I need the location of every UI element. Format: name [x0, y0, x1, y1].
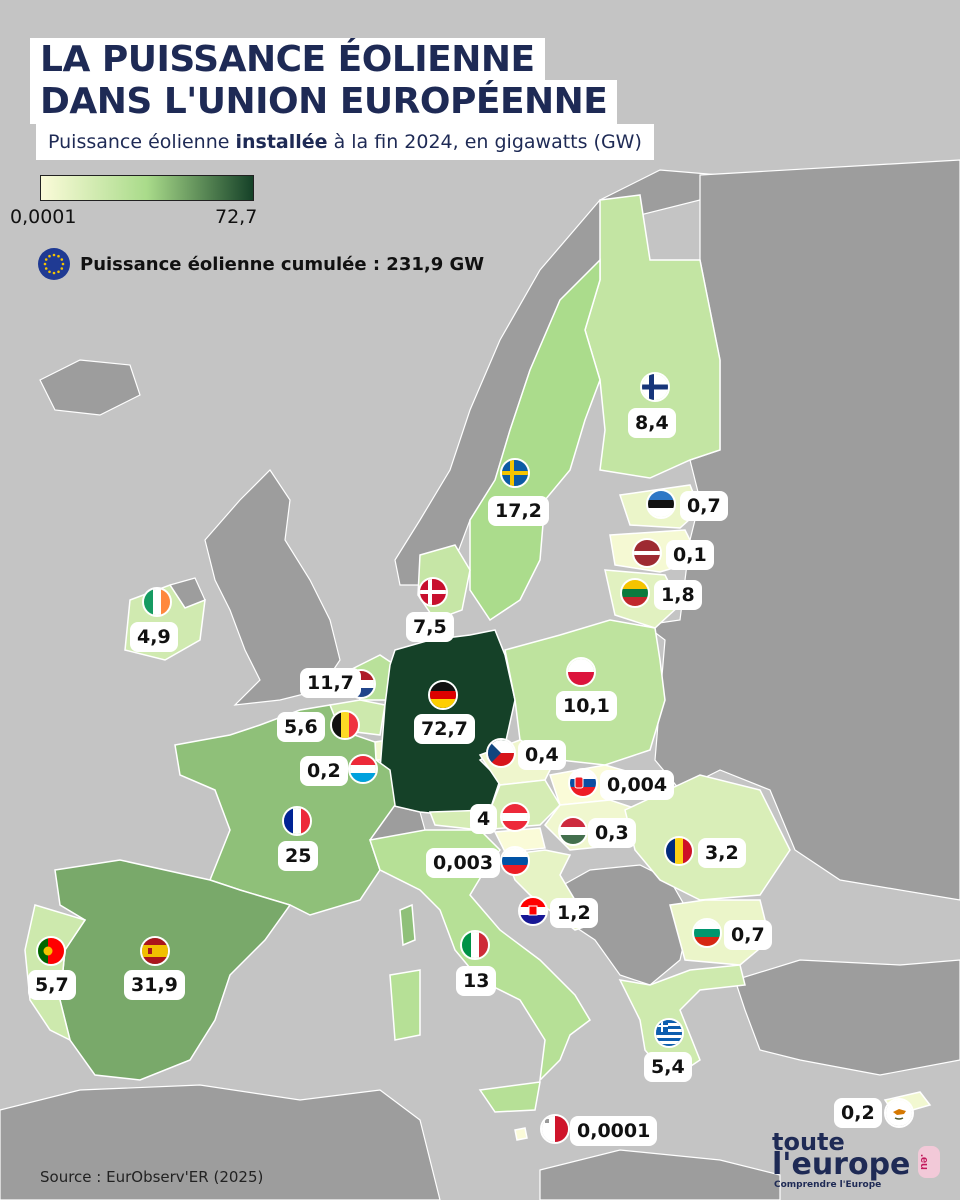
- lithuania-flag-icon: [620, 578, 650, 608]
- sweden-flag-icon: [500, 458, 530, 488]
- belgium-flag-icon: [330, 710, 360, 740]
- sweden-value-label: 17,2: [488, 496, 549, 526]
- eu-flag-icon: [38, 248, 70, 280]
- croatia-flag-icon: [518, 896, 548, 926]
- subtitle-after: à la fin 2024, en gigawatts (GW): [327, 131, 642, 153]
- turkey-shape: [734, 959, 960, 1076]
- france-value-label: 25: [278, 841, 319, 871]
- logo-line-1: toute: [772, 1128, 845, 1156]
- czechia-value-label: 0,4: [518, 740, 566, 770]
- subtitle-before: Puissance éolienne: [48, 131, 236, 153]
- legend-min-label: 0,0001: [10, 206, 77, 228]
- italy-value-label: 13: [456, 966, 497, 996]
- latvia-value-label: 0,1: [666, 540, 714, 570]
- greece-value-label: 5,4: [644, 1052, 692, 1082]
- cumulative-total: Puissance éolienne cumulée : 231,9 GW: [38, 248, 484, 280]
- logo-eu-badge: .eu: [918, 1146, 940, 1178]
- corsica-shape: [399, 903, 416, 947]
- austria-flag-icon: [500, 802, 530, 832]
- logo-tagline: Comprendre l'Europe: [774, 1180, 882, 1190]
- estonia-value-label: 0,7: [680, 491, 728, 521]
- finland-flag-icon: [640, 372, 670, 402]
- portugal-flag-icon: [36, 936, 66, 966]
- libya-shape: [539, 1149, 781, 1200]
- cyprus-flag-icon: [884, 1098, 914, 1128]
- spain-flag-icon: [140, 936, 170, 966]
- czechia-flag-icon: [486, 738, 516, 768]
- portugal-value-label: 5,7: [28, 970, 76, 1000]
- denmark-flag-icon: [418, 577, 448, 607]
- luxembourg-value-label: 0,2: [300, 756, 348, 786]
- finland-value-label: 8,4: [628, 408, 676, 438]
- luxembourg-flag-icon: [348, 754, 378, 784]
- balkans-shape: [544, 864, 691, 986]
- title-line-1: LA PUISSANCE ÉOLIENNE: [30, 38, 545, 82]
- romania-value-label: 3,2: [698, 838, 746, 868]
- cyprus-value-label: 0,2: [834, 1098, 882, 1128]
- poland-flag-icon: [566, 657, 596, 687]
- subtitle: Puissance éolienne installée à la fin 20…: [36, 124, 654, 160]
- color-scale-bar: [40, 175, 254, 201]
- legend-max-label: 72,7: [215, 206, 258, 228]
- greece-shape: [618, 964, 746, 1081]
- north-africa-shape: [0, 1084, 441, 1200]
- malta-flag-icon: [540, 1114, 570, 1144]
- subtitle-bold: installée: [235, 131, 328, 153]
- ireland-flag-icon: [142, 587, 172, 617]
- slovenia-value-label: 0,003: [426, 848, 501, 878]
- hungary-flag-icon: [558, 816, 588, 846]
- spain-value-label: 31,9: [124, 970, 185, 1000]
- romania-shape: [624, 774, 791, 901]
- slovenia-shape: [493, 827, 546, 853]
- denmark-value-label: 7,5: [406, 612, 454, 642]
- toute-leurope-logo: toute l'europe Comprendre l'Europe .eu: [772, 1130, 942, 1190]
- malta-value-label: 0,0001: [570, 1116, 658, 1146]
- iceland-shape: [39, 359, 141, 416]
- hungary-value-label: 0,3: [588, 818, 636, 848]
- sardinia-shape: [389, 969, 421, 1041]
- source-note: Source : EurObserv'ER (2025): [40, 1168, 264, 1186]
- sicily-shape: [478, 1081, 541, 1113]
- lithuania-value-label: 1,8: [654, 580, 702, 610]
- slovenia-flag-icon: [500, 846, 530, 876]
- slovakia-flag-icon: [568, 768, 598, 798]
- sweden-shape: [469, 258, 601, 622]
- netherlands-value-label: 11,7: [300, 668, 361, 698]
- estonia-flag-icon: [646, 489, 676, 519]
- croatia-value-label: 1,2: [550, 898, 598, 928]
- germany-flag-icon: [428, 680, 458, 710]
- germany-value-label: 72,7: [414, 714, 475, 744]
- slovakia-value-label: 0,004: [600, 770, 675, 800]
- title-line-2: DANS L'UNION EUROPÉENNE: [30, 80, 618, 124]
- bulgaria-flag-icon: [692, 918, 722, 948]
- malta-shape: [514, 1127, 528, 1141]
- romania-flag-icon: [664, 836, 694, 866]
- france-flag-icon: [282, 806, 312, 836]
- logo-line-2: l'europe: [772, 1147, 911, 1182]
- belgium-value-label: 5,6: [277, 712, 325, 742]
- greece-flag-icon: [654, 1018, 684, 1048]
- italy-flag-icon: [460, 930, 490, 960]
- ireland-value-label: 4,9: [130, 622, 178, 652]
- cumulative-label: Puissance éolienne cumulée : 231,9 GW: [80, 253, 485, 275]
- bulgaria-value-label: 0,7: [724, 920, 772, 950]
- latvia-flag-icon: [632, 538, 662, 568]
- poland-value-label: 10,1: [556, 691, 617, 721]
- austria-value-label: 4: [470, 804, 498, 834]
